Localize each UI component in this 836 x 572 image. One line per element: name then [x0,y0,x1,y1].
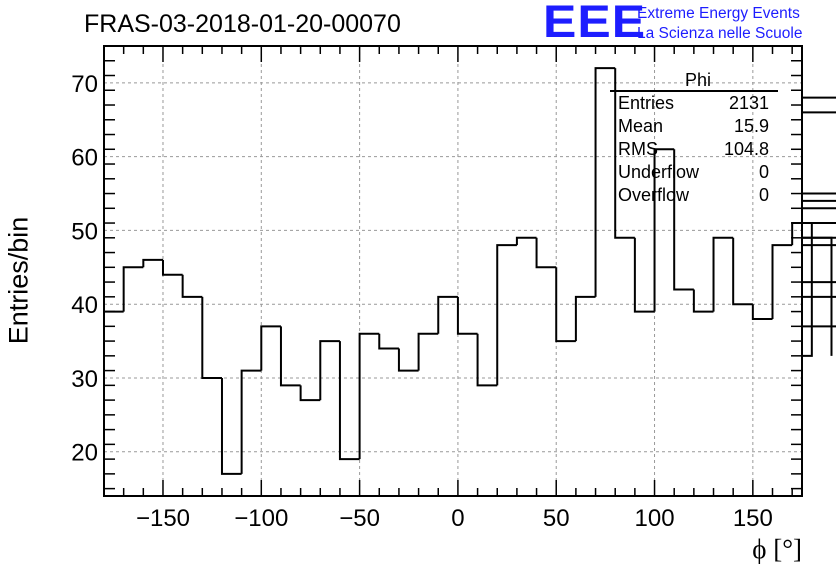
stats-label: Entries [618,93,675,113]
histogram-bin [802,244,836,247]
stats-label: Underflow [618,162,700,182]
histogram-bin [633,237,655,313]
histogram-bin [802,222,836,225]
histogram-bin [594,67,616,297]
histogram-bin [456,296,478,335]
histogram-bin [692,289,714,313]
histogram-bin [653,148,675,312]
y-tick-label: 70 [71,71,98,98]
histogram-bin [142,258,163,268]
stats-value: 0 [758,185,769,205]
histogram-bin [802,236,836,239]
stats-label: Overflow [618,185,690,205]
histogram-bin [181,274,203,298]
stats-row-underflow: Underflow 0 [610,161,778,184]
stats-row-entries: Entries 2131 [610,92,778,115]
histogram-bin [279,326,301,387]
y-axis-label: Entries/bin [3,216,34,345]
stats-row-overflow: Overflow 0 [610,184,778,207]
stats-label: RMS [618,139,658,159]
histogram-bin [201,296,222,379]
logo-caption-line2: La Scienza nelle Scuole [637,25,803,42]
histogram-bin [802,199,836,202]
x-tick-label: 50 [543,505,570,532]
histogram-bin [712,236,734,312]
histogram-bin [240,369,262,474]
histogram-bin [122,266,144,312]
histogram-bin [802,223,813,357]
histogram-bin [397,348,419,372]
histogram-bin [574,295,596,342]
histogram-bin [791,222,802,246]
histogram-bin [535,237,557,269]
stats-value: 104.8 [723,139,769,159]
y-tick-label: 30 [71,366,98,393]
histogram-bin [771,244,793,319]
eee-logo: EEE [543,0,647,48]
y-tick-label: 50 [71,218,98,245]
histogram-bin [378,333,399,350]
plot-frame [103,45,803,497]
x-tick-label: −150 [136,505,190,532]
histogram-bin [220,377,242,475]
histogram-bin [732,237,753,306]
logo-caption: Extreme Energy Events La Scienza nelle S… [637,4,802,44]
histogram-bin [614,68,635,239]
histogram-bin [476,333,498,387]
histogram-bin [751,304,773,320]
histogram-bin [802,281,836,284]
y-tick-label: 20 [71,440,98,467]
chart-title: FRAS-03-2018-01-20-00070 [84,10,401,38]
stats-value: 0 [758,162,769,182]
logo-caption-line1: Extreme Energy Events [637,5,800,22]
y-tick-label: 60 [71,145,98,172]
x-tick-label: −50 [339,505,380,532]
stats-title: Phi [610,70,778,92]
x-tick-label: 0 [451,505,464,532]
histogram-bin [802,295,836,298]
histogram-bin [802,111,836,114]
x-axis-label: ϕ [°] [752,534,802,564]
x-tick-label: 100 [635,505,675,532]
histogram-bin [260,325,281,371]
histogram-bin [555,267,576,343]
stats-value: 15.9 [733,116,769,136]
histogram-bin [338,341,360,461]
histogram-bin [515,236,537,246]
stats-box: Phi Entries 2131 Mean 15.9 RMS 104.8 Und… [610,70,778,207]
histogram-bin [496,244,517,386]
histogram-bin [319,340,340,401]
histogram-bin [417,332,439,371]
histogram-bin [673,149,694,291]
histogram-bin [437,295,458,334]
stats-row-mean: Mean 15.9 [610,115,778,138]
stats-row-rms: RMS 104.8 [610,138,778,161]
y-tick-label: 40 [71,292,98,319]
histogram-bin [358,332,380,460]
histogram-bin [161,259,183,276]
stats-label: Mean [618,116,664,136]
x-tick-label: 150 [733,505,773,532]
stats-value: 2131 [728,93,769,113]
x-tick-label: −100 [234,505,288,532]
histogram-bin [299,385,321,402]
